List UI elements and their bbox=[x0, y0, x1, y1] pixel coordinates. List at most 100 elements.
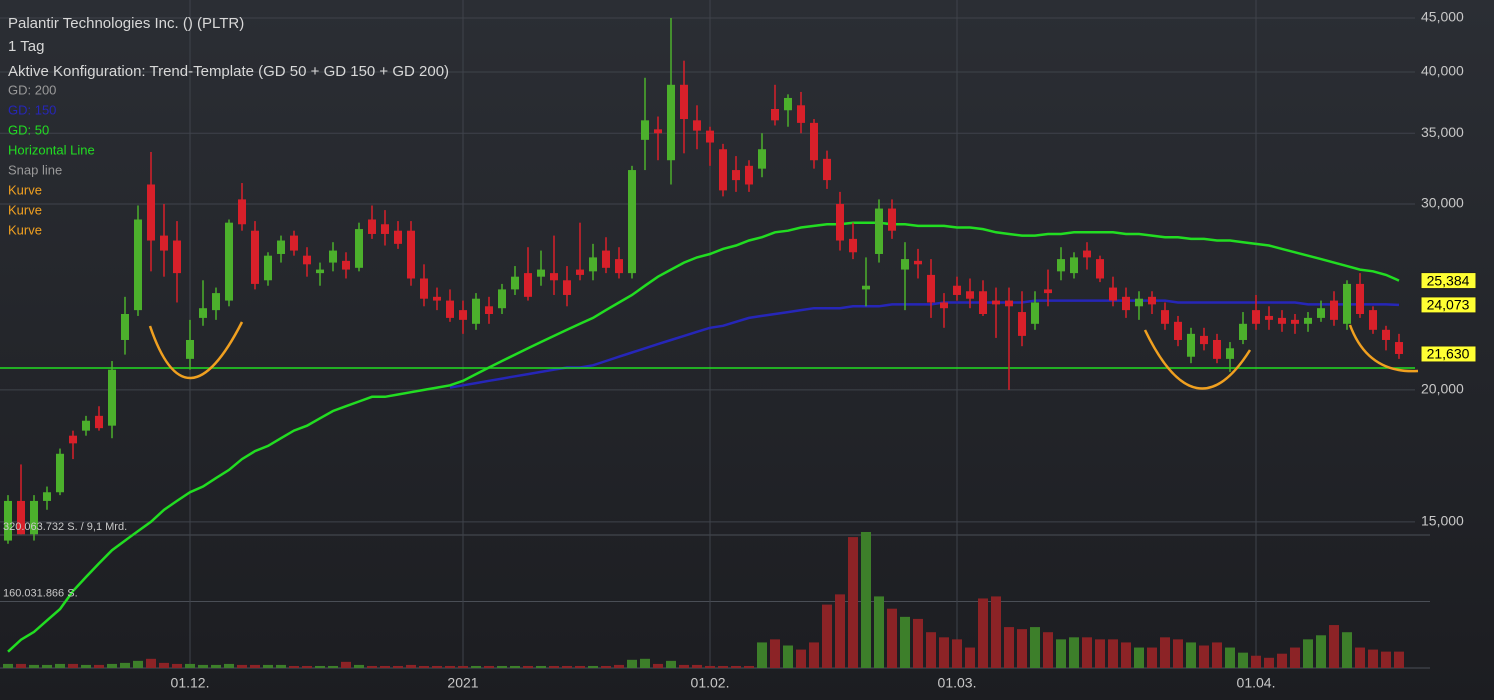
volume-bar bbox=[1251, 655, 1261, 668]
candle-body bbox=[927, 274, 935, 303]
candle-body bbox=[264, 255, 272, 281]
candle-body bbox=[1265, 315, 1273, 320]
grid bbox=[0, 0, 1430, 669]
volume-bar bbox=[1290, 647, 1300, 668]
legend-entry: Snap line bbox=[8, 162, 62, 177]
volume-bar bbox=[263, 664, 273, 668]
volume-bar bbox=[328, 665, 338, 668]
configuration: Aktive Konfiguration: Trend-Template (GD… bbox=[8, 63, 449, 80]
volume-bar bbox=[1264, 657, 1274, 668]
candle-body bbox=[160, 235, 168, 251]
volume-bar bbox=[718, 665, 728, 668]
candle-body bbox=[953, 285, 961, 295]
candle-body bbox=[940, 302, 948, 309]
candle-body bbox=[1252, 310, 1260, 324]
candle-body bbox=[641, 120, 649, 140]
volume-bar bbox=[16, 663, 26, 668]
candle-body bbox=[1187, 333, 1195, 357]
volume-bar bbox=[68, 663, 78, 668]
volume-bar bbox=[900, 616, 910, 668]
candle-body bbox=[95, 415, 103, 429]
candle-body bbox=[992, 300, 1000, 305]
volume-bar bbox=[939, 637, 949, 668]
volume-bar bbox=[1238, 652, 1248, 668]
candle-body bbox=[1135, 298, 1143, 307]
volume-bar bbox=[1121, 642, 1131, 668]
candle-body bbox=[459, 310, 467, 320]
legend-entry: Horizontal Line bbox=[8, 142, 95, 157]
volume-bar bbox=[1199, 645, 1209, 668]
candle-body bbox=[1382, 329, 1390, 340]
candle-body bbox=[784, 97, 792, 111]
volume-bar bbox=[1225, 647, 1235, 668]
price-marker bbox=[1420, 345, 1477, 363]
y-tick-label: 20,000 bbox=[1421, 381, 1464, 397]
candle-body bbox=[498, 289, 506, 309]
volume-bar bbox=[705, 665, 715, 668]
x-tick-label: 01.02. bbox=[691, 675, 730, 691]
candle-body bbox=[212, 293, 220, 311]
volume-bar bbox=[1069, 637, 1079, 668]
candle-body bbox=[1343, 283, 1351, 324]
volume-bar bbox=[640, 658, 650, 668]
candle-body bbox=[602, 250, 610, 268]
candle-body bbox=[693, 120, 701, 131]
volume-bar bbox=[1134, 647, 1144, 668]
volume-bar bbox=[224, 663, 234, 668]
volume-bar bbox=[146, 658, 156, 668]
volume-bar bbox=[549, 665, 559, 668]
y-tick-label: 40,000 bbox=[1421, 63, 1464, 79]
candle-body bbox=[849, 238, 857, 253]
candle-body bbox=[1083, 250, 1091, 258]
volume-bar bbox=[120, 662, 130, 668]
volume-bar bbox=[29, 664, 39, 668]
volume-bar bbox=[341, 661, 351, 668]
interval: 1 Tag bbox=[8, 38, 44, 55]
candle-body bbox=[576, 269, 584, 275]
candle-body bbox=[810, 122, 818, 161]
volume-bar bbox=[848, 537, 858, 668]
volume-bar bbox=[445, 665, 455, 668]
legend-entry: Kurve bbox=[8, 182, 42, 197]
candle-body bbox=[550, 273, 558, 281]
candle-body bbox=[368, 219, 376, 234]
candle-body bbox=[342, 260, 350, 270]
volume-bar bbox=[55, 663, 65, 668]
legend-entry: Kurve bbox=[8, 202, 42, 217]
volume-bar bbox=[354, 664, 364, 668]
volume-bar bbox=[1212, 642, 1222, 668]
volume-bar bbox=[1368, 649, 1378, 668]
volume-bar bbox=[211, 664, 221, 668]
volume-bar bbox=[991, 596, 1001, 668]
volume-bar bbox=[42, 664, 52, 668]
candle-body bbox=[43, 492, 51, 501]
price-marker-label: 21,630 bbox=[1427, 346, 1470, 362]
candle-body bbox=[82, 420, 90, 431]
volume-bar bbox=[159, 662, 169, 668]
volume-bar bbox=[1173, 639, 1183, 668]
candle-body bbox=[485, 306, 493, 314]
volume-bar bbox=[1043, 632, 1053, 668]
volume-bar bbox=[965, 647, 975, 668]
curve bbox=[1143, 329, 1252, 390]
y-tick-label: 35,000 bbox=[1421, 124, 1464, 140]
volume-bar bbox=[367, 665, 377, 668]
curve bbox=[148, 321, 244, 380]
volume-bar bbox=[744, 665, 754, 668]
volume-bar bbox=[1342, 632, 1352, 668]
volume-bar bbox=[575, 665, 585, 668]
candle-body bbox=[108, 369, 116, 426]
candle-body bbox=[30, 500, 38, 535]
volume-bar bbox=[484, 665, 494, 668]
volume-bar bbox=[1186, 642, 1196, 668]
volume-bar bbox=[510, 665, 520, 668]
candle-body bbox=[446, 300, 454, 318]
candle-body bbox=[329, 250, 337, 263]
volume-bar bbox=[978, 598, 988, 668]
volume-bar bbox=[406, 664, 416, 668]
volume-bar bbox=[289, 665, 299, 668]
candle-body bbox=[1213, 339, 1221, 359]
volume-bar bbox=[1277, 653, 1287, 668]
candle-body bbox=[1304, 317, 1312, 324]
candle-body bbox=[381, 224, 389, 234]
